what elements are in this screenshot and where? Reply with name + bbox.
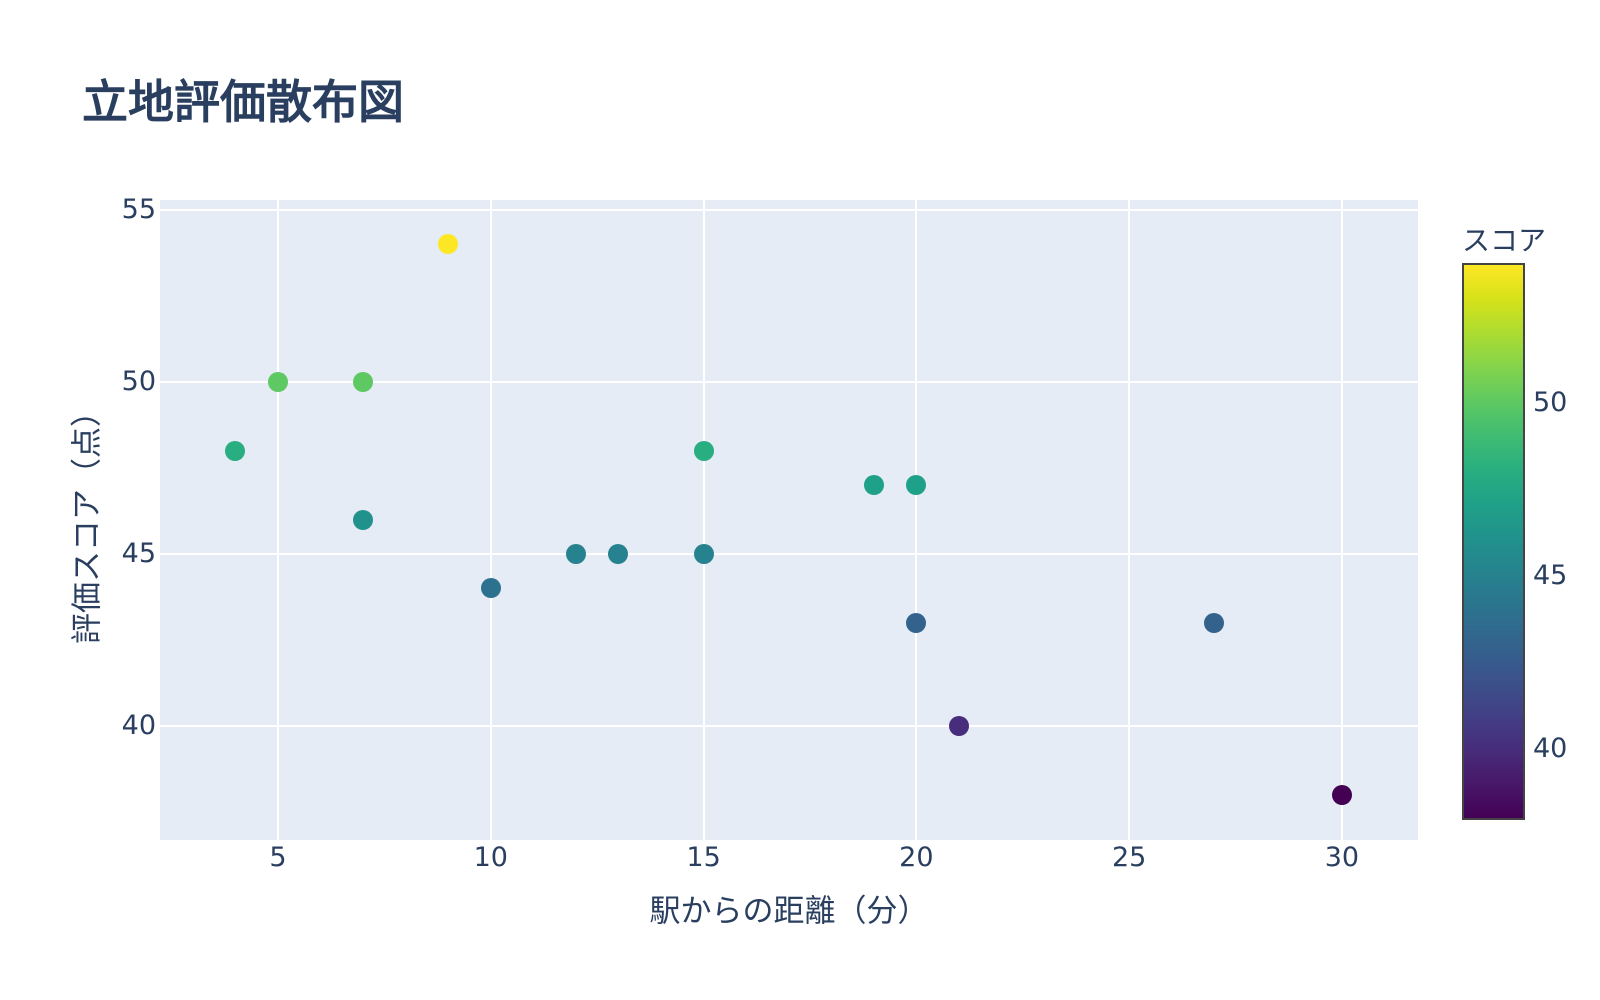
y-tick-label: 55 — [121, 194, 156, 225]
y-grid-line — [160, 725, 1418, 727]
data-point[interactable] — [693, 440, 714, 461]
x-tick-label: 5 — [269, 842, 287, 873]
x-grid-line — [915, 200, 918, 840]
x-tick-label: 20 — [899, 842, 934, 873]
x-tick-label: 25 — [1111, 842, 1147, 873]
colorbar-gradient — [1462, 263, 1525, 820]
plot-area[interactable] — [160, 200, 1418, 840]
x-grid-line — [489, 200, 492, 840]
data-point[interactable] — [1204, 612, 1225, 633]
data-point[interactable] — [438, 234, 459, 255]
data-point[interactable] — [1331, 784, 1352, 805]
y-axis-title: 評価スコア（点） — [69, 396, 106, 644]
data-point[interactable] — [225, 440, 246, 461]
y-tick-label: 50 — [121, 366, 156, 397]
y-grid-line — [160, 553, 1418, 555]
data-point[interactable] — [480, 578, 501, 599]
data-point[interactable] — [693, 544, 714, 564]
x-grid-line — [702, 200, 705, 840]
y-grid-line — [160, 381, 1418, 383]
colorbar-tick-label: 45 — [1533, 560, 1568, 592]
page-title: 立地評価散布図 — [82, 75, 404, 129]
data-point[interactable] — [906, 612, 927, 633]
data-point[interactable] — [353, 509, 374, 530]
x-grid-line — [1340, 200, 1343, 840]
x-tick-label: 15 — [686, 842, 721, 873]
y-tick-label: 45 — [121, 538, 156, 569]
data-point[interactable] — [948, 716, 969, 736]
colorbar-title: スコア — [1462, 224, 1547, 257]
x-grid-line — [1128, 200, 1131, 840]
y-grid-line — [160, 209, 1418, 211]
x-tick-label: 10 — [473, 842, 508, 873]
data-point[interactable] — [353, 372, 374, 392]
data-point[interactable] — [565, 544, 586, 564]
colorbar-tick-label: 40 — [1533, 732, 1568, 764]
data-point[interactable] — [268, 372, 288, 392]
data-point[interactable] — [906, 475, 927, 496]
x-axis-title: 駅からの距離（分） — [649, 893, 929, 930]
x-tick-label: 30 — [1324, 842, 1360, 873]
x-grid-line — [277, 200, 279, 840]
colorbar-tick-label: 50 — [1533, 387, 1568, 419]
data-point[interactable] — [863, 475, 884, 496]
data-point[interactable] — [608, 544, 629, 564]
y-tick-label: 40 — [121, 710, 156, 741]
